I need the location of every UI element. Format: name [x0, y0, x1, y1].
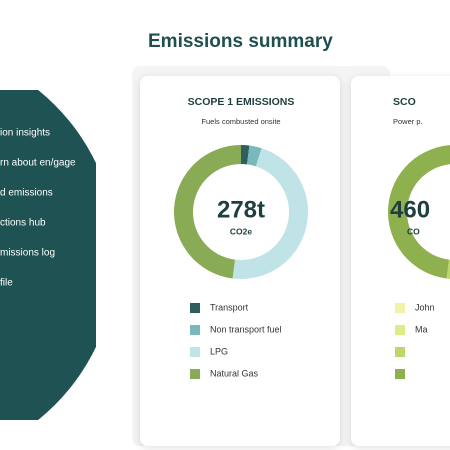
legend-label: LPG	[210, 346, 228, 356]
card-title: SCOPE 1 EMISSIONS	[188, 96, 295, 108]
legend-swatch	[395, 303, 405, 313]
donut-segment	[247, 145, 262, 167]
legend-swatch	[190, 325, 200, 335]
menu-item[interactable]: d emissions	[0, 188, 53, 199]
cards: SCOPE 1 EMISSIONS Fuels combusted onsite T…	[140, 76, 450, 446]
donut-segment	[174, 145, 241, 279]
donut-segment	[446, 259, 450, 279]
legend-label: Natural Gas	[210, 368, 259, 378]
legend-swatch	[395, 369, 405, 379]
donut-segment	[232, 148, 308, 279]
menu-item[interactable]: ion insights	[0, 128, 50, 139]
menu-item[interactable]: file	[0, 278, 13, 289]
total-value: 460	[390, 196, 430, 223]
legend-swatch	[395, 347, 405, 357]
sidebar-fragment	[72, 43, 96, 58]
page-title: Emissions summary	[148, 31, 333, 52]
legend-swatch	[190, 369, 200, 379]
donut-segment	[388, 145, 450, 279]
emissions-card[interactable]: SCOPE 1 EMISSIONS Fuels combusted onsite T…	[140, 76, 340, 446]
total-unit: CO2e	[230, 226, 252, 236]
legend-label: Ma	[415, 324, 428, 334]
menu: ion insights rn about en/gage d emissions c…	[0, 128, 76, 289]
sidebar: ion insights rn about en/gage d emissions c…	[0, 43, 96, 420]
card-subtitle: Power p.	[393, 117, 423, 126]
menu-item[interactable]: rn about en/gage	[0, 158, 76, 169]
sidebar-panel	[0, 90, 96, 420]
card-subtitle: Fuels combusted onsite	[201, 117, 280, 126]
donut-segment	[241, 145, 250, 165]
legend-label: John	[415, 302, 435, 312]
total-value: 278t	[217, 196, 265, 223]
legend-label: Non transport fuel	[210, 324, 282, 334]
legend-swatch	[190, 303, 200, 313]
card-title: SCO	[393, 96, 416, 108]
total-unit: CO	[407, 226, 420, 236]
menu-item[interactable]: missions log	[0, 248, 55, 259]
legend-label: Transport	[210, 302, 249, 312]
legend-swatch	[395, 325, 405, 335]
emissions-card[interactable]: SCO Power p. John Ma 460 CO	[351, 76, 450, 446]
legend-swatch	[190, 347, 200, 357]
menu-item[interactable]: ctions hub	[0, 218, 46, 229]
